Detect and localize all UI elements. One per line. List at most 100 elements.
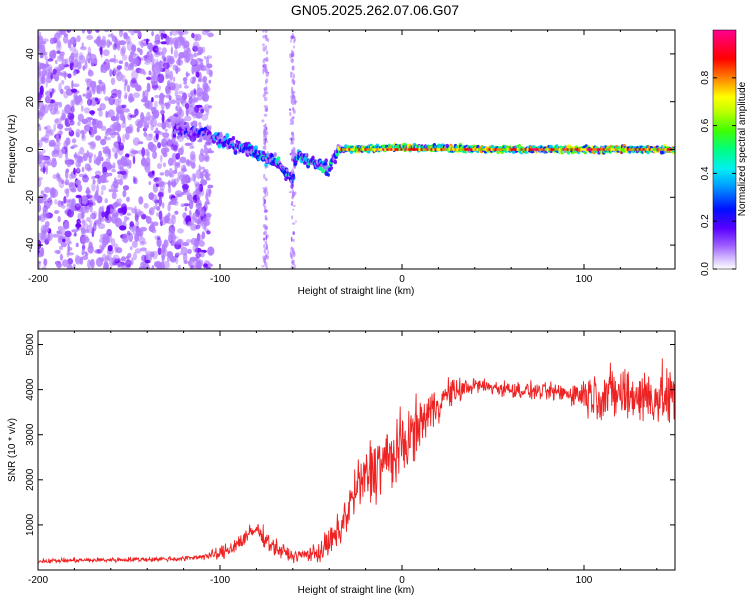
spectral-noise-cell (93, 222, 97, 232)
spectral-noise-cell (122, 108, 130, 113)
spectral-streak-cell (294, 100, 298, 104)
spectral-noise-cell (195, 224, 201, 230)
spectral-noise-cell (86, 186, 90, 196)
spectral-noise-cell (203, 220, 211, 226)
spectral-streak-cell (292, 238, 295, 243)
spectral-noise-cell (89, 204, 93, 213)
chart-title: GN05.2025.262.07.06.G07 (291, 2, 459, 18)
spectral-carrier-cell (456, 148, 459, 151)
spectral-noise-cell (104, 255, 110, 261)
spectral-noise-cell (38, 260, 42, 265)
spectral-noise-cell (59, 253, 64, 261)
spectral-noise-cell (44, 126, 48, 130)
spectral-streak-cell (291, 201, 294, 204)
spectral-streak-cell (293, 264, 296, 269)
spectral-carrier-cell (612, 148, 615, 151)
spectral-carrier-cell (660, 148, 663, 151)
spectral-noise-cell (154, 94, 160, 99)
spectral-carrier-cell (368, 148, 371, 151)
spectral-streak-cell (290, 57, 294, 64)
spectral-carrier-cell (512, 148, 515, 151)
spectral-carrier-cell (422, 148, 425, 151)
spectral-noise-cell (207, 105, 213, 109)
x-tick-label: -200 (28, 274, 48, 285)
spectral-carrier-cell (374, 148, 377, 151)
spectral-carrier-cell (436, 148, 439, 151)
spectral-carrier-cell (470, 148, 473, 151)
spectral-noise-cell (61, 259, 69, 268)
spectral-noise-cell (118, 30, 124, 38)
spectral-noise-cell (83, 237, 90, 243)
spectral-noise-cell (176, 193, 180, 198)
y-tick-label: 3000 (25, 423, 36, 446)
spectral-carrier-cell (540, 148, 543, 151)
spectral-noise-cell (39, 62, 45, 67)
spectral-streak-cell (265, 44, 267, 51)
spectral-noise-cell (199, 210, 205, 217)
spectral-carrier-cell (618, 148, 621, 151)
spectral-noise-cell (123, 82, 127, 92)
spectral-carrier-cell (538, 148, 541, 151)
spectral-noise-cell (108, 188, 113, 193)
spectral-noise-cell (195, 111, 203, 119)
spectral-streak-cell (291, 49, 293, 55)
spectral-noise-cell (38, 71, 42, 78)
spectral-noise-cell (162, 62, 170, 69)
spectral-carrier-cell (626, 148, 629, 151)
spectral-streak-cell (292, 204, 296, 207)
spectral-noise-cell (124, 92, 128, 98)
spectral-streak-cell (265, 243, 268, 249)
spectral-noise-cell (116, 198, 119, 206)
spectral-noise-cell (63, 196, 67, 204)
spectral-carrier-cell (338, 148, 341, 151)
spectral-noise-cell (122, 185, 130, 191)
spectral-noise-cell (67, 243, 70, 254)
spectral-noise-cell (163, 137, 171, 141)
spectral-noise-cell (172, 64, 177, 71)
spectral-noise-cell (126, 230, 131, 236)
colorbar-tick-label: 0.6 (700, 118, 711, 132)
spectral-noise-cell (164, 169, 170, 177)
spectral-carrier-cell (608, 148, 611, 151)
spectral-noise-cell (110, 238, 116, 247)
spectral-carrier-cell (590, 148, 593, 151)
spectral-noise-cell (60, 71, 67, 75)
spectral-ridge-cell (254, 145, 258, 151)
spectral-ridge-cell (291, 176, 295, 180)
spectral-carrier-cell (438, 148, 441, 151)
spectral-noise-cell (92, 213, 97, 220)
spectral-streak-cell (292, 193, 294, 198)
spectral-noise-cell (85, 228, 90, 233)
spectral-noise-cell (161, 47, 167, 55)
spectral-noise-cell (104, 256, 110, 262)
spectral-noise-cell (190, 111, 197, 117)
spectral-carrier-cell (522, 148, 525, 151)
spectral-noise-cell (121, 54, 128, 61)
spectral-noise-cell (38, 203, 42, 213)
spectral-noise-cell (38, 91, 42, 101)
spectral-noise-cell (63, 70, 67, 80)
spectral-noise-cell (102, 171, 110, 178)
spectral-noise-cell (56, 55, 64, 62)
spectral-carrier-cell (388, 148, 391, 151)
spectral-carrier-cell (460, 148, 463, 151)
spectral-carrier-cell (426, 148, 429, 151)
spectral-noise-cell (169, 31, 172, 36)
spectral-noise-cell (178, 52, 185, 59)
spectral-noise-cell (115, 90, 122, 95)
y-tick-label: 40 (25, 48, 36, 60)
spectral-streak-cell (262, 30, 265, 33)
spectral-carrier-cell (348, 148, 351, 151)
spectral-noise-cell (168, 167, 173, 178)
spectral-noise-cell (117, 134, 121, 142)
spectral-noise-cell (58, 130, 63, 136)
spectral-carrier-cell (508, 148, 511, 151)
spectral-noise-cell (107, 33, 113, 38)
spectral-noise-cell (64, 210, 68, 214)
spectral-noise-cell (118, 60, 124, 64)
spectral-carrier-cell (408, 148, 411, 151)
spectral-noise-cell (51, 88, 55, 94)
spectral-noise-cell (98, 257, 105, 262)
spectral-carrier-cell (488, 148, 491, 151)
spectral-carrier-cell (372, 148, 375, 151)
